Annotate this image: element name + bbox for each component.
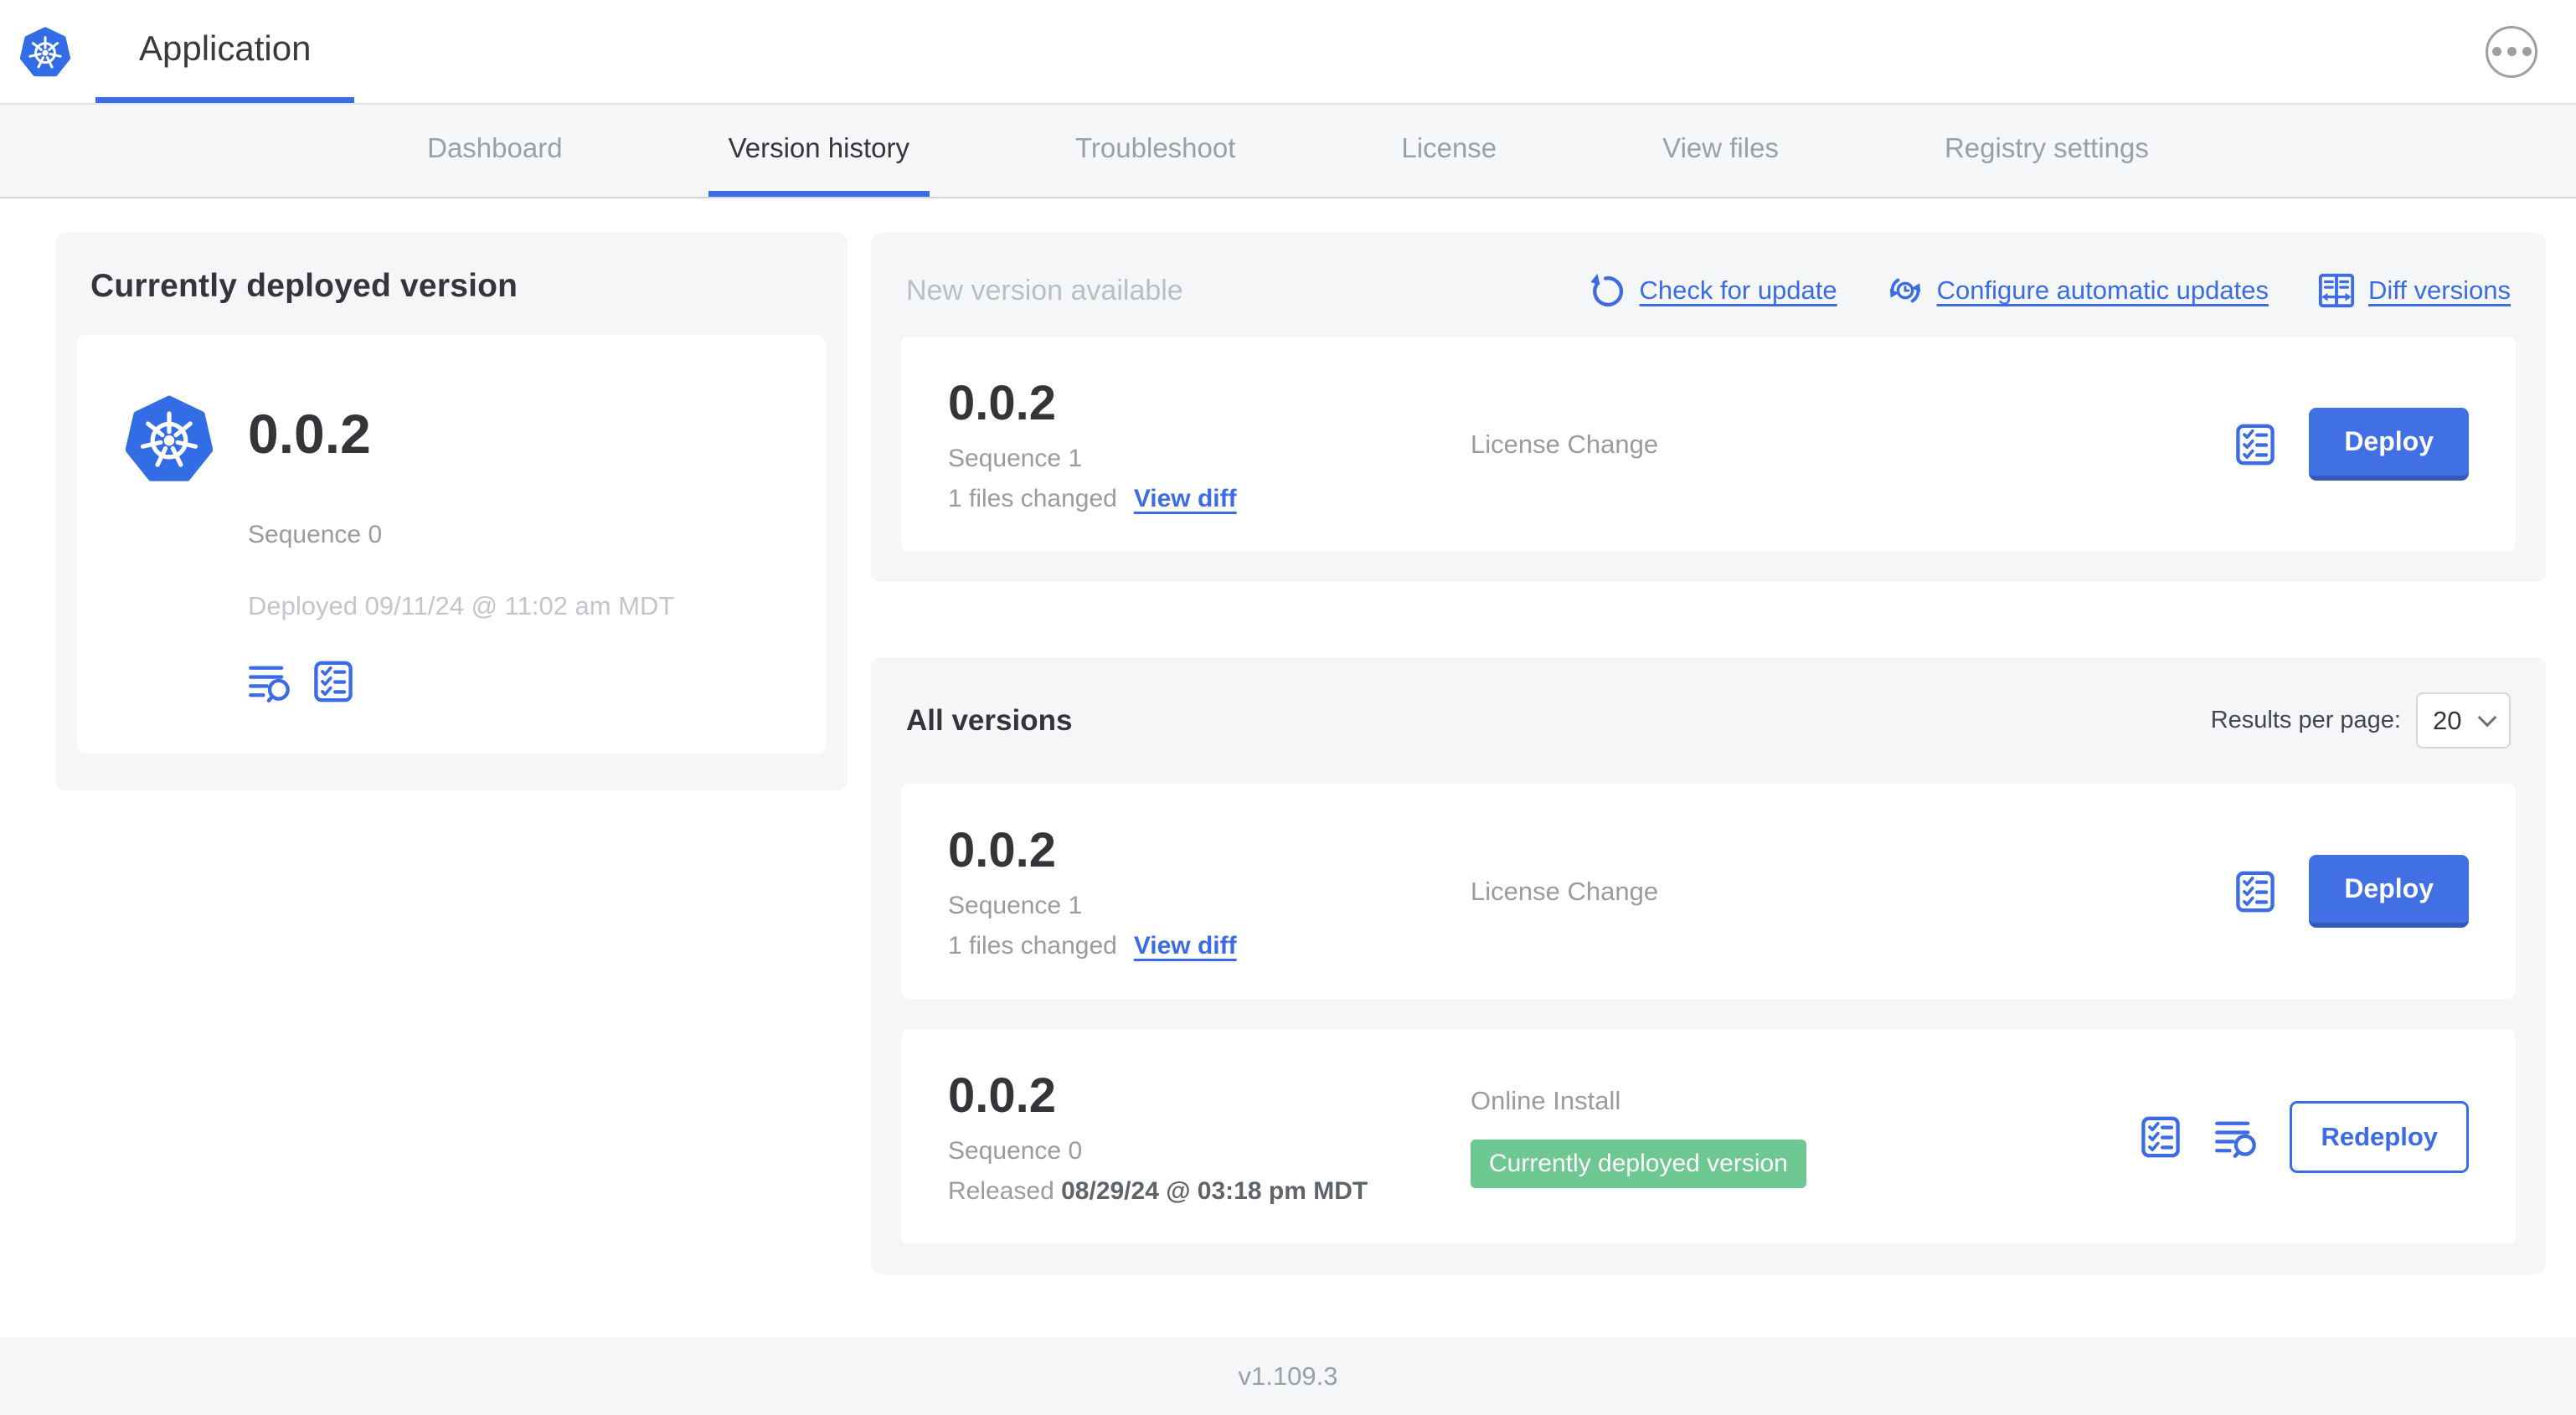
view-diff-link[interactable]: View diff — [1133, 932, 1237, 960]
preflight-checks-icon — [2233, 870, 2277, 913]
auto-update-icon — [1888, 278, 1922, 303]
diff-icon — [2318, 273, 2355, 308]
app-title: Application — [139, 28, 312, 68]
all-versions-panel: All versions Results per page: 20 0.0.2 … — [871, 657, 2546, 1274]
all-versions-heading: All versions — [906, 703, 1073, 737]
footer: v1.109.3 — [0, 1338, 2576, 1415]
tab-registry-settings[interactable]: Registry settings — [1944, 131, 2149, 163]
preflight-checks-button[interactable] — [2139, 1115, 2182, 1159]
version-sequence: Sequence 0 — [948, 1137, 1083, 1165]
refresh-icon — [1589, 271, 1627, 310]
configure-automatic-updates-link[interactable]: Configure automatic updates — [1886, 271, 2269, 310]
currently-deployed-heading: Currently deployed version — [90, 268, 518, 304]
tab-license[interactable]: License — [1401, 131, 1497, 163]
view-logs-icon — [2214, 1115, 2258, 1159]
subnav: Dashboard Version history Troubleshoot L… — [0, 105, 2576, 198]
released-label: Released — [948, 1177, 1054, 1205]
kubernetes-logo-icon — [20, 27, 70, 77]
redeploy-button[interactable]: Redeploy — [2290, 1100, 2469, 1173]
view-logs-button[interactable] — [248, 660, 291, 703]
deploy-button[interactable]: Deploy — [2309, 408, 2469, 481]
version-source: License Change — [1471, 429, 1659, 459]
console-version: v1.109.3 — [1238, 1361, 1338, 1391]
tab-troubleshoot[interactable]: Troubleshoot — [1075, 131, 1236, 163]
files-changed-label: 1 files changed — [948, 485, 1117, 512]
version-row: 0.0.2 Sequence 0 Released 08/29/24 @ 03:… — [901, 1029, 2516, 1244]
spacer — [871, 582, 2546, 657]
version-number: 0.0.2 — [948, 376, 1056, 430]
files-changed-label: 1 files changed — [948, 932, 1117, 960]
results-per-page-select[interactable]: 20 — [2416, 692, 2511, 749]
deploy-button[interactable]: Deploy — [2309, 855, 2469, 928]
kubernetes-logo-icon — [126, 395, 213, 482]
view-logs-button[interactable] — [2214, 1115, 2258, 1159]
preflight-checks-icon — [2139, 1115, 2182, 1159]
preflight-checks-button[interactable] — [312, 660, 355, 703]
version-sequence: Sequence 1 — [948, 892, 1083, 919]
currently-deployed-panel: Currently deployed version 0.0.2 Sequenc… — [55, 233, 848, 790]
preflight-checks-button[interactable] — [2233, 870, 2277, 913]
results-per-page-label: Results per page: — [2210, 707, 2401, 733]
new-version-panel: New version available Check for update C… — [871, 233, 2546, 582]
version-number: 0.0.2 — [948, 823, 1056, 877]
ellipsis-icon — [2491, 47, 2501, 56]
deployed-version-card: 0.0.2 Sequence 0 Deployed 09/11/24 @ 11:… — [77, 335, 826, 754]
released-date: 08/29/24 @ 03:18 pm MDT — [1061, 1177, 1368, 1205]
check-for-update-link[interactable]: Check for update — [1589, 271, 1837, 310]
new-version-row: 0.0.2 Sequence 1 1 files changed View di… — [901, 337, 2516, 552]
results-per-page-select-wrap: 20 — [2416, 692, 2511, 749]
version-source: Online Install — [1471, 1085, 1621, 1115]
version-row: 0.0.2 Sequence 1 1 files changed View di… — [901, 784, 2516, 999]
deployed-timestamp: Deployed 09/11/24 @ 11:02 am MDT — [248, 591, 675, 620]
version-source: License Change — [1471, 876, 1659, 906]
deployed-version-number: 0.0.2 — [248, 403, 371, 465]
main-content: Currently deployed version 0.0.2 Sequenc… — [0, 198, 2576, 1338]
version-number: 0.0.2 — [948, 1068, 1056, 1123]
more-menu-button[interactable] — [2486, 25, 2537, 78]
diff-versions-link[interactable]: Diff versions — [2317, 271, 2511, 310]
tab-view-files[interactable]: View files — [1662, 131, 1779, 163]
tab-version-history[interactable]: Version history — [708, 105, 930, 197]
view-diff-link[interactable]: View diff — [1133, 485, 1237, 512]
app-header: Application — [0, 0, 2576, 105]
preflight-checks-icon — [312, 660, 355, 703]
version-sequence: Sequence 1 — [948, 445, 1083, 472]
view-logs-icon — [248, 660, 291, 703]
currently-deployed-badge: Currently deployed version — [1471, 1139, 1806, 1188]
app-tab[interactable]: Application — [95, 0, 355, 103]
preflight-checks-icon — [2233, 423, 2277, 466]
deployed-sequence: Sequence 0 — [248, 521, 383, 548]
preflight-checks-button[interactable] — [2233, 423, 2277, 466]
new-version-heading: New version available — [906, 274, 1183, 306]
tab-dashboard[interactable]: Dashboard — [427, 131, 563, 163]
